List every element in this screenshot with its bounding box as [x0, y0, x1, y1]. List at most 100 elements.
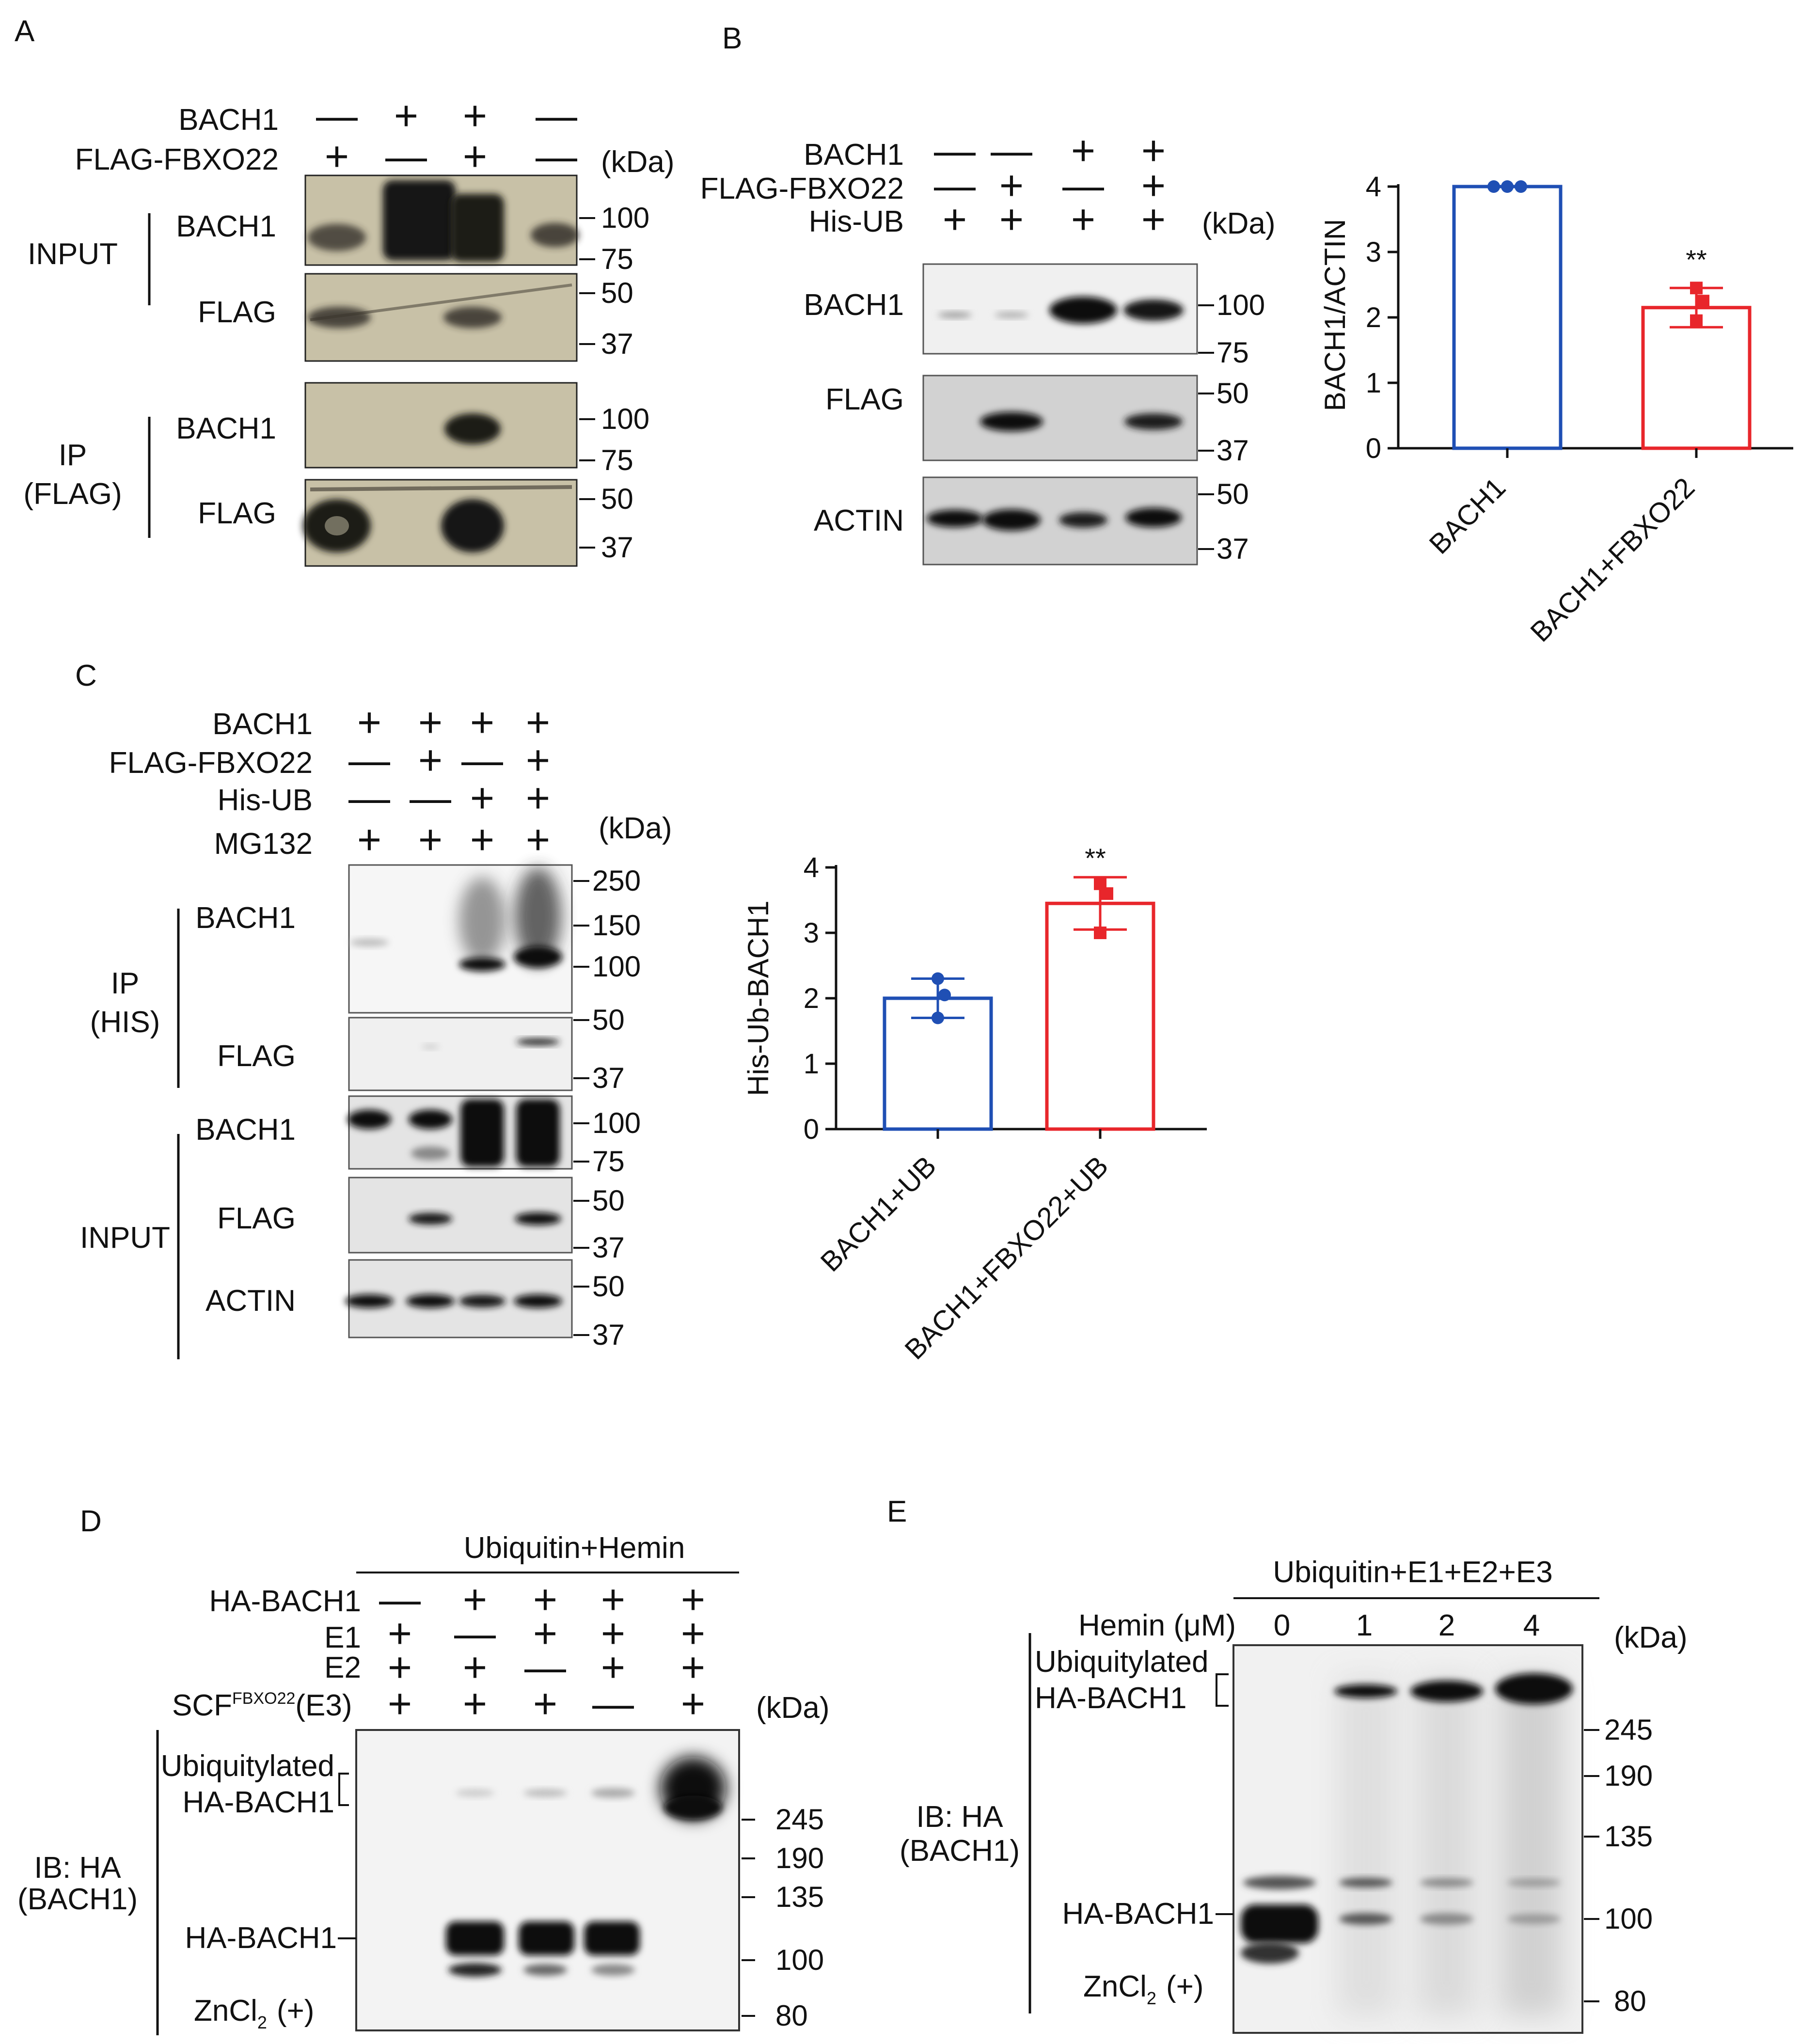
panel-c-mark: +: [418, 699, 442, 746]
panel-a-marker: 50: [601, 483, 633, 515]
panel-c-cond-label-2: FLAG-FBXO22: [109, 746, 313, 780]
panel-b-mark: —: [934, 127, 976, 174]
panel-b-mark: —: [1062, 162, 1104, 209]
panel-a-blot-label: BACH1: [176, 210, 276, 243]
panel-a-marker: 75: [601, 243, 633, 275]
panel-d-mark: +: [533, 1610, 557, 1657]
panel-a: A BACH1 FLAG-FBXO22 — + + — + — + — (kDa…: [15, 15, 675, 567]
panel-c-mark: —: [348, 737, 390, 784]
panel-a-marker: 50: [601, 277, 633, 309]
panel-b-marker: 37: [1217, 434, 1249, 467]
panel-e-hemin-label: Hemin (μM): [1078, 1609, 1236, 1642]
chart-c-data-point: [1101, 887, 1113, 900]
chart-c-data-point: [938, 989, 951, 1002]
panel-d-cond-label-4: SCFFBXO22(E3): [172, 1689, 352, 1722]
panel-b-blot-label: FLAG: [825, 383, 904, 416]
panel-d-ubiquitylated-label: Ubiquitylated: [161, 1749, 334, 1783]
panel-e-blot: [1232, 1644, 1583, 2034]
panel-a-mark: +: [463, 93, 487, 139]
panel-c-input-label: INPUT: [80, 1221, 170, 1255]
panel-b-mark: —: [991, 127, 1032, 174]
panel-e-ha-bach1-label: HA-BACH1: [1035, 1682, 1187, 1715]
panel-a-blot-ip-bach1: [304, 382, 578, 469]
panel-e: E Ubiquitin+E1+E2+E3 Hemin (μM) 0 1 2 4 …: [887, 1495, 1688, 2034]
panel-e-zncl-label: ZnCl2 (+): [1083, 1970, 1203, 2008]
chart-c-y-tick-label: 1: [804, 1048, 819, 1080]
panel-b-marker: 75: [1217, 336, 1249, 369]
panel-b-blot-label: BACH1: [804, 288, 904, 322]
panel-c-blot-label: BACH1: [195, 1113, 296, 1147]
panel-d-mark: +: [533, 1681, 557, 1727]
panel-c-his-label: (HIS): [90, 1006, 160, 1039]
panel-c-mark: +: [526, 775, 550, 821]
panel-a-mark: +: [325, 133, 349, 180]
chart-c-y-tick-label: 2: [804, 983, 819, 1014]
panel-e-zncl-sub: 2: [1147, 1988, 1156, 2008]
panel-b-mark: +: [1071, 196, 1095, 243]
panel-a-mark: +: [463, 133, 487, 180]
panel-b-blot-label: ACTIN: [814, 504, 904, 537]
panel-d: D Ubiquitin+Hemin HA-BACH1 E1 E2 SCFFBXO…: [17, 1505, 830, 2035]
panel-d-marker: 135: [775, 1881, 824, 1913]
panel-d-ib-label: IB: HA: [34, 1851, 121, 1885]
chart-c-significance: **: [1085, 843, 1106, 873]
panel-c-mark: +: [526, 817, 550, 863]
panel-c-mark: —: [410, 775, 451, 821]
panel-a-cond-label-2: FLAG-FBXO22: [75, 143, 279, 176]
chart-b-data-point: [1697, 295, 1709, 308]
panel-c-blot-label: FLAG: [217, 1039, 296, 1073]
panel-a-input-label: INPUT: [28, 237, 118, 271]
panel-d-ha-bach1-band-label: HA-BACH1: [185, 1921, 337, 1955]
panel-d-marker: 100: [775, 1944, 824, 1976]
panel-a-marker: 37: [601, 328, 633, 360]
panel-d-mark: +: [681, 1644, 705, 1691]
panel-c-letter: C: [75, 659, 97, 692]
panel-a-mark: —: [536, 93, 577, 139]
chart-b-y-tick-label: 3: [1366, 236, 1381, 268]
panel-a-flag-label: (FLAG): [23, 477, 122, 511]
panel-c-blot-label: BACH1: [195, 901, 296, 935]
panel-d-kda: (kDa): [756, 1691, 830, 1725]
panel-d-marker: 190: [775, 1842, 824, 1874]
chart-b-data-point: [1690, 282, 1703, 295]
panel-c-marker: 150: [592, 909, 641, 942]
panel-c-marker: 50: [592, 1270, 625, 1303]
panel-c-blot-label: FLAG: [217, 1202, 296, 1235]
panel-c-marker: 50: [592, 1004, 625, 1036]
chart-b-bar: [1641, 306, 1752, 450]
panel-e-hemin-value: 4: [1523, 1609, 1540, 1642]
panel-b-mark: +: [999, 162, 1024, 209]
panel-b-marker: 50: [1217, 377, 1249, 409]
panel-c-mark: +: [418, 737, 442, 784]
panel-c-marker: 37: [592, 1062, 625, 1094]
panel-e-ubiquitylated-label: Ubiquitylated: [1035, 1645, 1208, 1679]
panel-c-marker: 37: [592, 1319, 625, 1351]
chart-b-data-point: [1501, 180, 1514, 193]
panel-d-cond-label-3: E2: [324, 1651, 361, 1684]
panel-b-mark: +: [943, 196, 967, 243]
panel-d-zncl-label: ZnCl2 (+): [194, 1994, 314, 2032]
panel-c-blot-input-actin: [345, 1259, 573, 1338]
panel-c-mark: +: [357, 817, 381, 863]
chart-b-bar: [1452, 185, 1563, 450]
panel-d-mark: +: [463, 1681, 487, 1727]
panel-c-blot-ip-bach1: [348, 864, 573, 1014]
panel-c-marker: 100: [592, 1107, 641, 1139]
panel-e-ib-label: IB: HA: [916, 1800, 1003, 1834]
panel-b-mark: —: [934, 162, 976, 209]
panel-e-marker: 190: [1604, 1760, 1653, 1792]
panel-d-zncl-plus: (+): [277, 1994, 315, 2028]
panel-e-zncl-plus: (+): [1166, 1970, 1204, 2003]
chart-b-category-label: BACH1+FBXO22: [1524, 472, 1701, 648]
panel-d-mark: —: [592, 1681, 634, 1727]
panel-d-mark: —: [379, 1576, 421, 1623]
panel-e-marker: 100: [1604, 1902, 1653, 1935]
panel-d-mark: —: [454, 1610, 496, 1657]
panel-e-marker: 245: [1604, 1714, 1653, 1746]
panel-d-mark: +: [388, 1681, 412, 1727]
panel-a-letter: A: [15, 15, 35, 48]
panel-b-mark: +: [999, 196, 1024, 243]
panel-a-mark: +: [394, 93, 418, 139]
panel-c-marker: 37: [592, 1231, 625, 1264]
panel-e-hemin-value: 0: [1274, 1609, 1290, 1642]
